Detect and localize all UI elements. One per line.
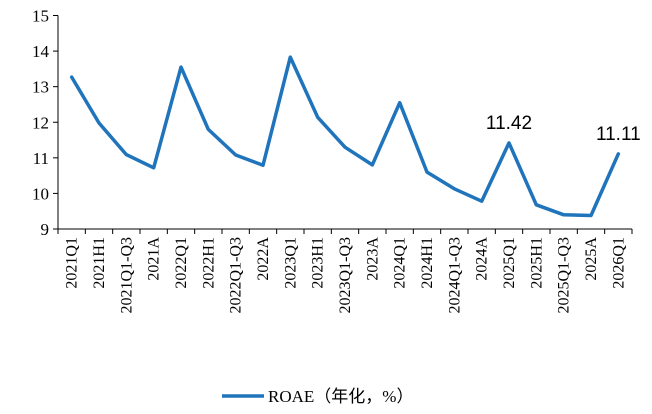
x-tick-label: 2023H1: [310, 237, 327, 289]
x-tick-label: 2025Q1: [501, 237, 518, 289]
series-layer: [69, 55, 621, 218]
x-tick-label: 2022H1: [200, 237, 217, 289]
x-tick-label: 2021Q1-Q3: [118, 237, 135, 313]
y-tick-label: 9: [41, 220, 50, 239]
x-tick-label: 2021H1: [91, 237, 108, 289]
y-axis: 9 10 11 12 13 14 15: [32, 7, 59, 239]
y-tick-label: 10: [32, 184, 49, 203]
x-tick-label: 2023A: [364, 237, 381, 281]
x-tick-label: 2024Q1-Q3: [446, 237, 463, 313]
x-tick-label: 2022Q1-Q3: [228, 237, 245, 313]
x-tick-label: 2026Q1: [610, 237, 627, 289]
series-line-roae: [69, 55, 621, 218]
x-axis: 2021Q1 2021H1 2021Q1-Q3 2021A 2022Q1 2022H1 20…: [57, 228, 633, 313]
data-label: 11.11: [596, 124, 641, 145]
data-labels: 11.42 11.11: [486, 113, 641, 145]
x-tick-label: 2024Q1: [392, 237, 409, 289]
x-tick-label: 2024A: [474, 237, 491, 281]
x-tick-label: 2021Q1: [64, 237, 81, 289]
x-tick-label: 2022A: [255, 237, 272, 281]
x-tick-label: 2025H1: [528, 237, 545, 289]
legend: ROAE（年化，%）: [222, 387, 413, 406]
x-tick-label: 2025Q1-Q3: [556, 237, 573, 313]
y-tick-label: 11: [33, 149, 49, 168]
y-tick-label: 12: [32, 113, 49, 132]
x-tick-label: 2025A: [583, 237, 600, 281]
y-tick-label: 13: [32, 78, 49, 97]
y-tick-label: 14: [32, 42, 50, 61]
y-tick-label: 15: [32, 7, 49, 26]
data-label: 11.42: [486, 113, 532, 134]
legend-label: ROAE（年化，%）: [268, 387, 413, 406]
x-tick-label: 2023Q1: [282, 237, 299, 289]
x-tick-label: 2021A: [146, 237, 163, 281]
x-tick-label: 2024H1: [419, 237, 436, 289]
x-tick-label: 2023Q1-Q3: [337, 237, 354, 313]
x-tick-label: 2022Q1: [173, 237, 190, 289]
